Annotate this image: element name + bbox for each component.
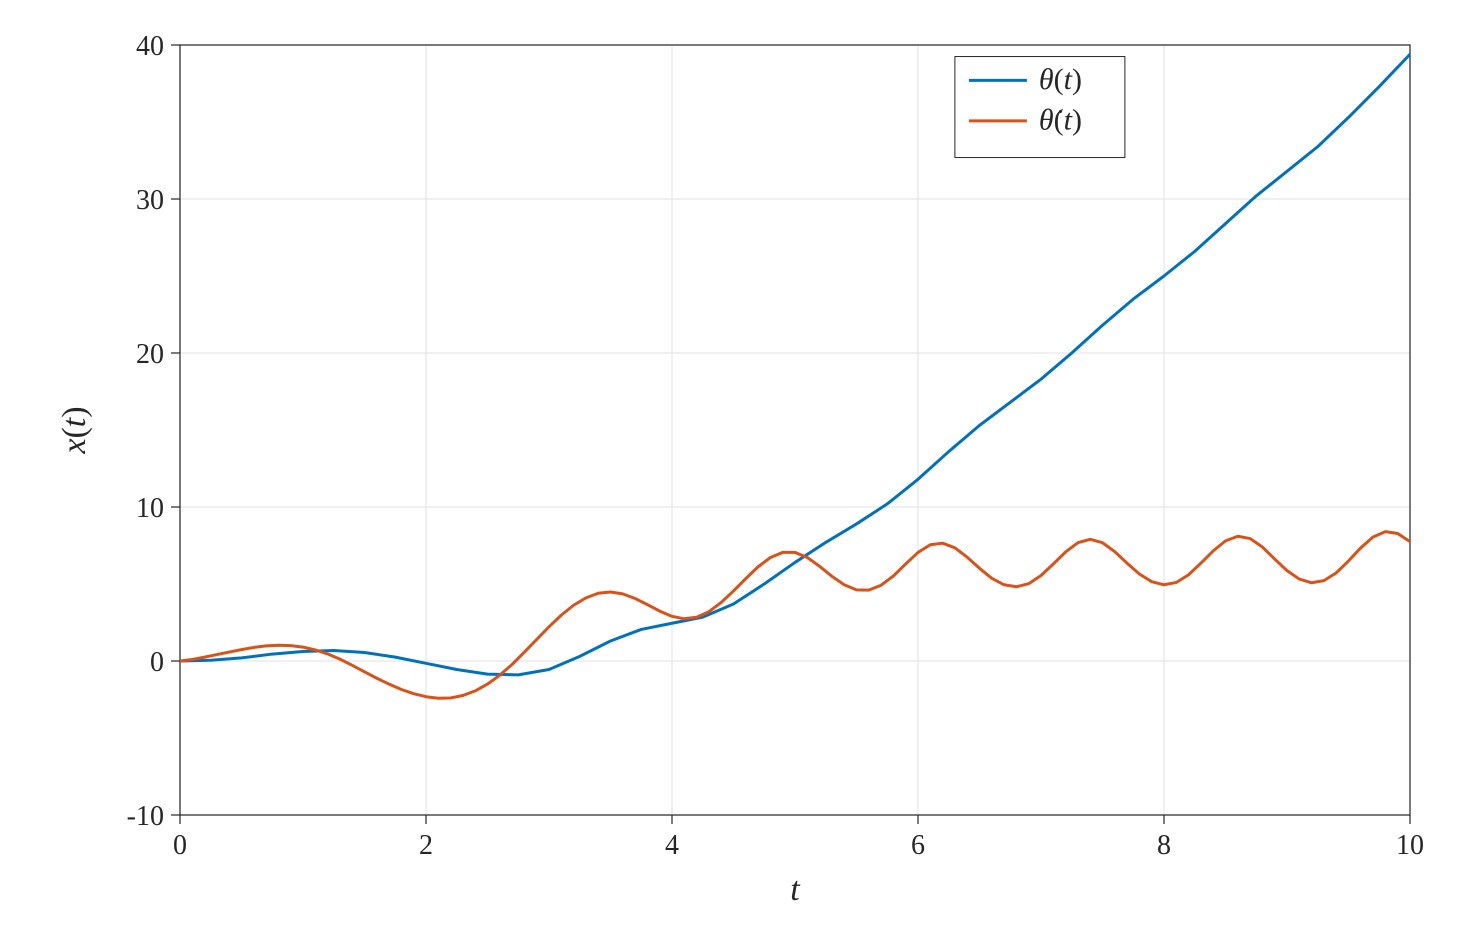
xtick-label: 8	[1157, 830, 1171, 861]
xtick-label: 10	[1396, 830, 1424, 861]
ytick-label: -10	[127, 801, 164, 832]
legend-label: θ(t)	[1039, 63, 1082, 96]
plot-area	[180, 45, 1410, 815]
legend: θ(t) θ̇(t)	[955, 57, 1125, 158]
y-axis-label: x(t)	[56, 406, 93, 454]
chart-container: 0 2 4 6 8 10 -10 0 10 20 30 40 t x(t) θ(t) θ̇(t)	[0, 0, 1470, 936]
ytick-label: 30	[136, 185, 164, 216]
xtick-label: 2	[419, 830, 433, 861]
xtick-label: 4	[665, 830, 679, 861]
xtick-label: 6	[911, 830, 925, 861]
ytick-label: 20	[136, 339, 164, 370]
x-axis-label: t	[790, 871, 801, 908]
legend-label: θ̇(t)	[1039, 103, 1082, 136]
ytick-label: 10	[136, 493, 164, 524]
line-chart: 0 2 4 6 8 10 -10 0 10 20 30 40 t x(t) θ(t) θ̇(t)	[0, 0, 1470, 936]
ytick-label: 40	[136, 31, 164, 62]
ytick-label: 0	[150, 647, 164, 678]
xtick-label: 0	[173, 830, 187, 861]
